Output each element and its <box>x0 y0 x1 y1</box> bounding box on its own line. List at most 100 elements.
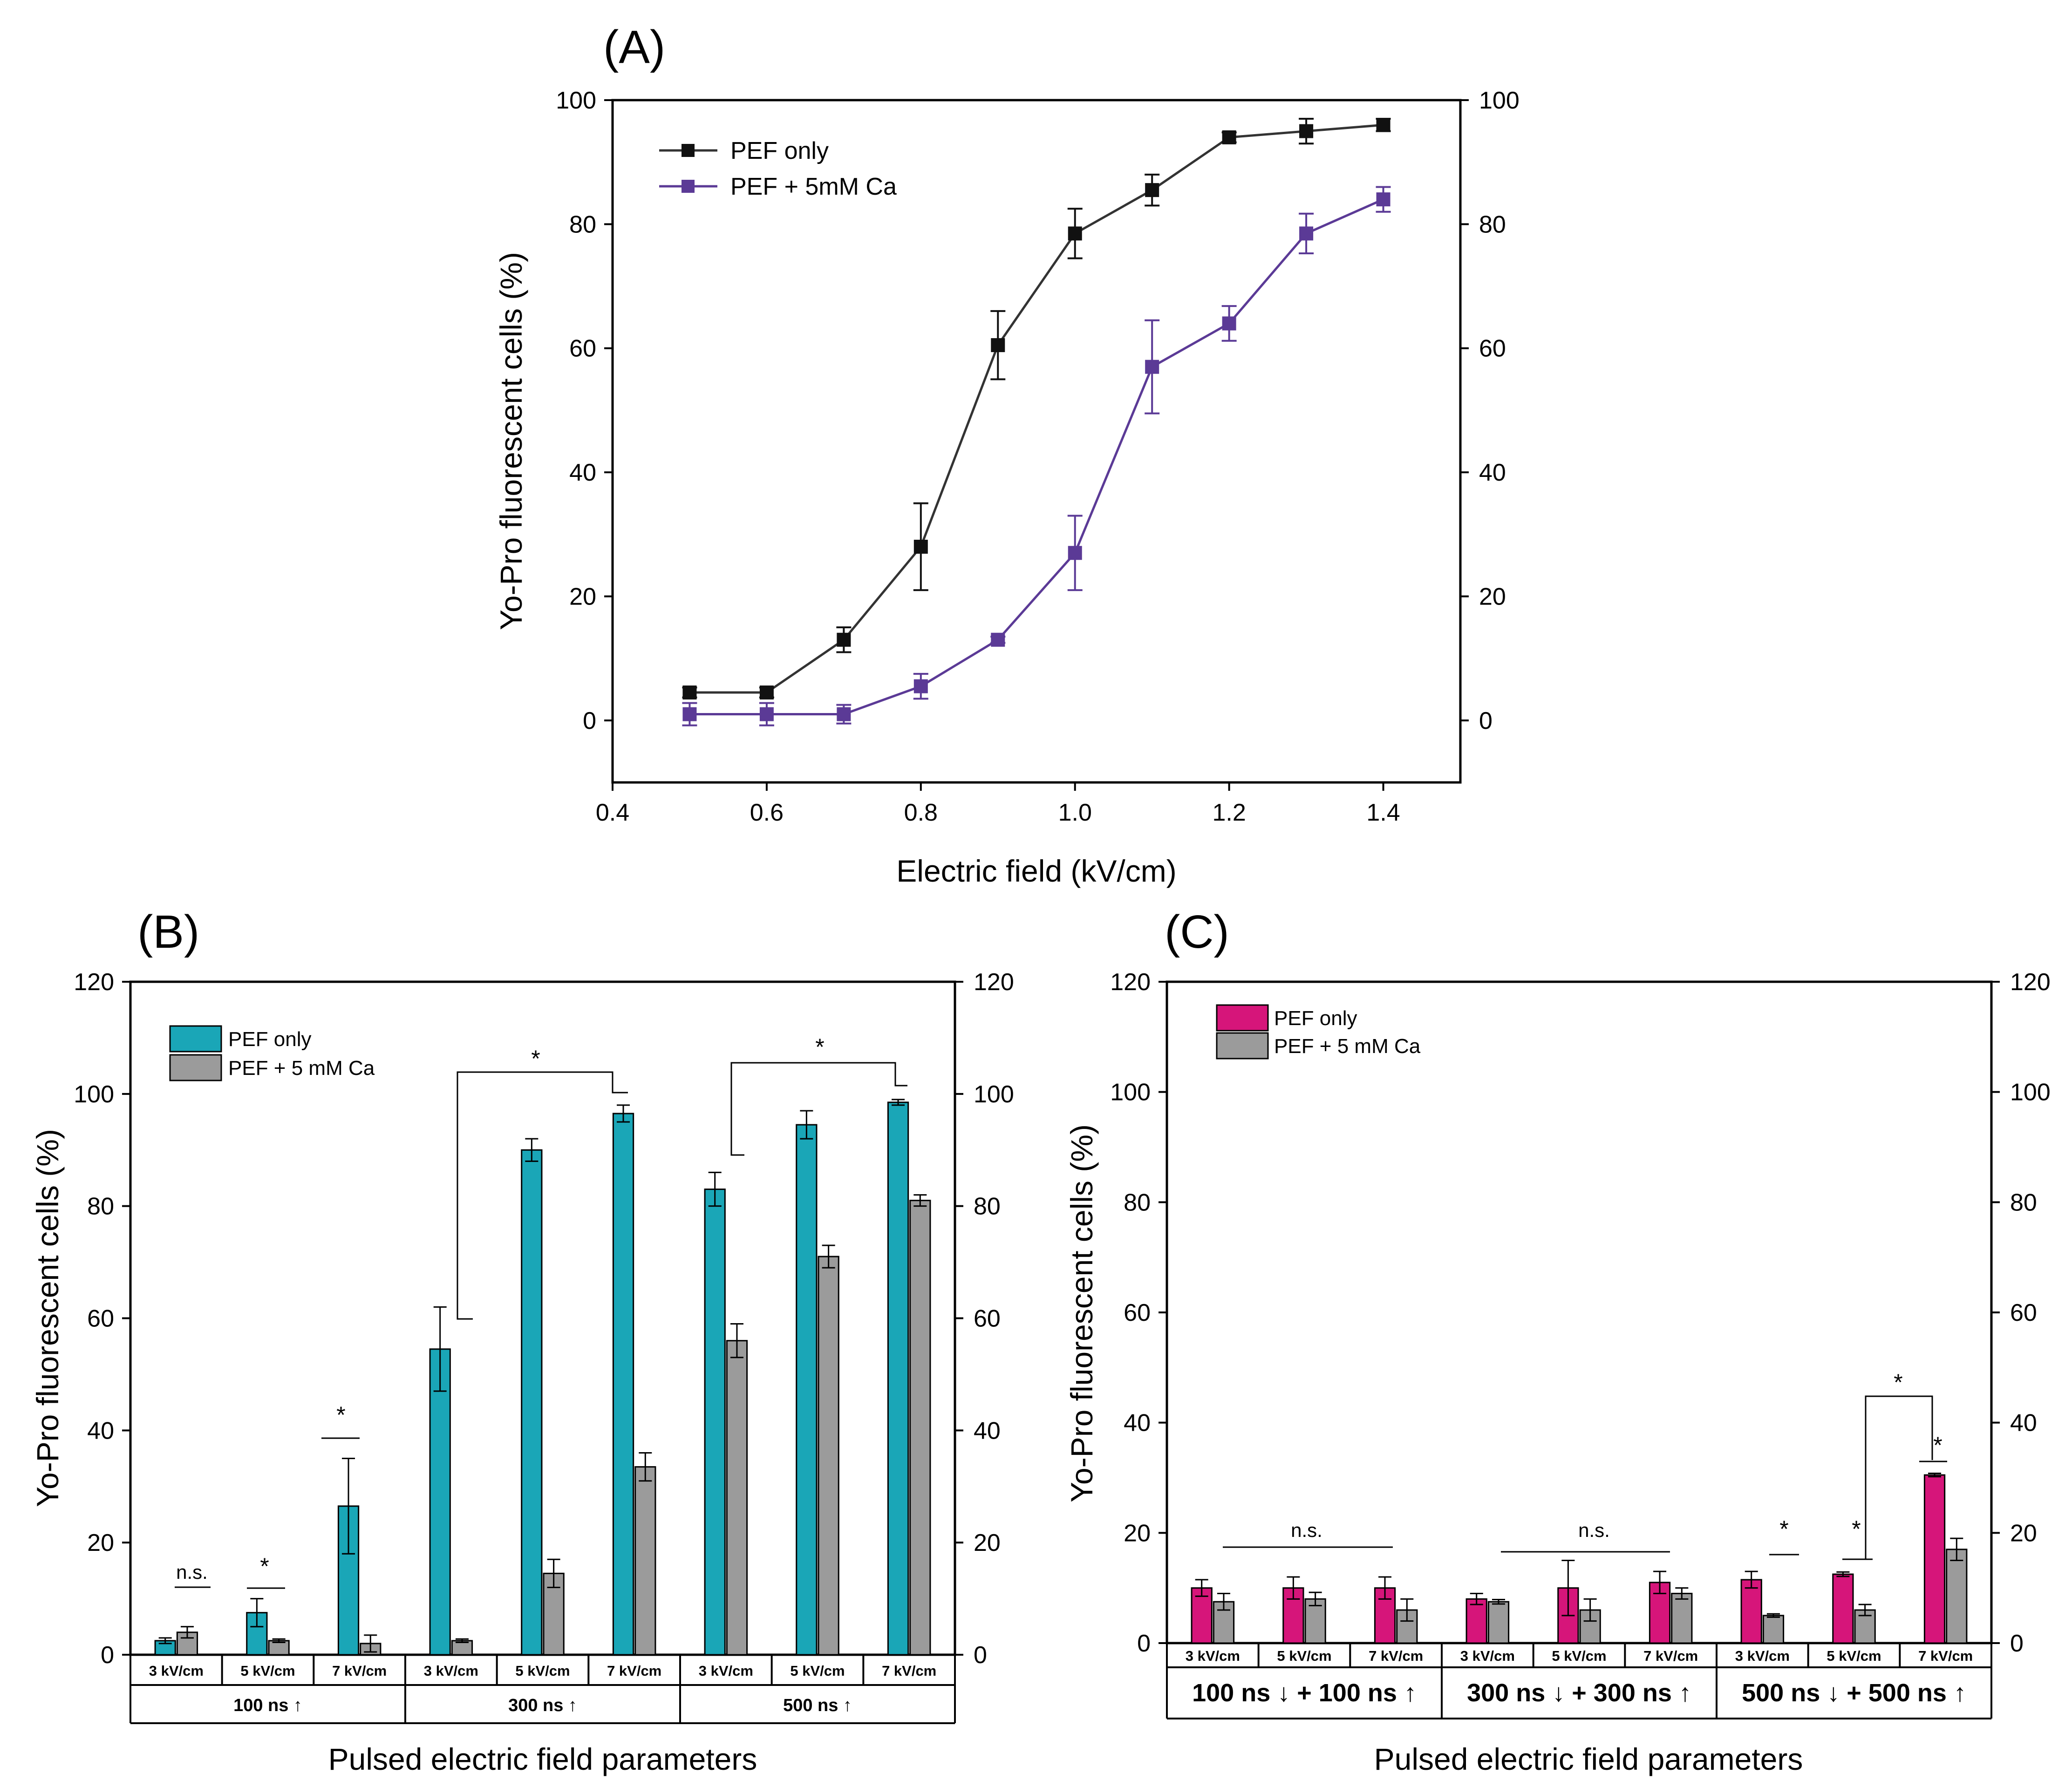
data-point <box>1299 124 1314 138</box>
category-label: 7 kV/cm <box>1643 1648 1698 1664</box>
category-label: 3 kV/cm <box>699 1663 753 1679</box>
y-tick-label-right: 100 <box>1479 87 1520 114</box>
legend-label-pef-only: PEF only <box>1274 1007 1357 1030</box>
group-label: 500 ns ↑ <box>783 1696 852 1715</box>
bar-pef-ca <box>1304 1598 1326 1644</box>
y-tick-label-right: 60 <box>2010 1299 2037 1326</box>
legend-label-pef-ca: PEF + 5mM Ca <box>730 173 897 200</box>
y-tick-label-right: 120 <box>974 969 1014 996</box>
category-label: 3 kV/cm <box>1735 1648 1790 1664</box>
category-label: 5 kV/cm <box>1277 1648 1331 1664</box>
bar-pef-ca <box>1946 1549 1968 1644</box>
panel-c-plot-frame <box>1166 980 1993 1644</box>
y-tick-label-left: 60 <box>569 335 596 362</box>
y-tick-label-right: 0 <box>1479 707 1493 734</box>
category-label: 7 kV/cm <box>332 1663 387 1679</box>
bar-pef-ca <box>634 1466 656 1656</box>
panel-b-label: (B) <box>137 906 199 958</box>
data-point <box>1068 226 1082 241</box>
y-tick-label-right: 60 <box>1479 335 1506 362</box>
legend-swatch-pef-only <box>1216 1004 1269 1032</box>
y-tick-label-right: 120 <box>2010 969 2051 996</box>
x-tick-label: 1.2 <box>1212 799 1246 826</box>
bar-pef-ca <box>909 1200 931 1656</box>
panel-b-ticks: 0 0 20 20 40 40 60 60 80 80 100 100 120 120 <box>74 969 1014 1669</box>
y-tick-label-right: 20 <box>2010 1520 2037 1547</box>
y-tick-label-left: 0 <box>583 707 596 734</box>
data-point <box>1145 360 1159 374</box>
panel-a-plot-frame <box>611 99 1462 784</box>
data-point <box>1376 192 1390 207</box>
panel-b-y-axis-title: Yo-Pro fluorescent cells (%) <box>30 1129 65 1507</box>
data-point <box>837 632 851 647</box>
legend-swatch-pef-only <box>169 1025 222 1053</box>
x-tick-label: 0.8 <box>904 799 938 826</box>
category-label: 5 kV/cm <box>240 1663 295 1679</box>
data-point <box>1068 546 1082 560</box>
sig-c-star-4: * <box>1933 1432 1942 1458</box>
sig-c-star-1: * <box>1779 1516 1788 1542</box>
bar-pef-ca <box>726 1340 748 1656</box>
group-label: 100 ns ↓ + 100 ns ↑ <box>1192 1679 1417 1707</box>
panel-c-y-axis-title: Yo-Pro fluorescent cells (%) <box>1064 1124 1099 1502</box>
panel-b-x-axis-title: Pulsed electric field parameters <box>328 1742 757 1776</box>
bar-pef-only <box>612 1113 634 1656</box>
category-label: 7 kV/cm <box>1369 1648 1423 1664</box>
bar-pef-only <box>796 1124 818 1656</box>
category-label: 3 kV/cm <box>1460 1648 1515 1664</box>
legend-label-pef-only: PEF only <box>730 137 829 164</box>
data-point <box>837 707 851 721</box>
series-line-pef-ca <box>689 198 1384 715</box>
panel-b-bars <box>154 1099 931 1656</box>
data-point <box>913 679 928 693</box>
panel-c-bars <box>1191 1473 1968 1644</box>
y-tick-label-right: 20 <box>974 1529 1001 1556</box>
y-tick-label-right: 60 <box>974 1305 1001 1332</box>
sig-b-star-4-bracket <box>730 1062 907 1156</box>
sig-c-star-3-bracket <box>1856 1395 1933 1560</box>
legend-swatch-pef-ca <box>1216 1032 1269 1060</box>
data-point <box>991 338 1005 353</box>
bar-pef-only <box>1832 1573 1854 1644</box>
y-tick-label-right: 100 <box>974 1081 1014 1108</box>
sig-b-star-2: * <box>336 1402 345 1428</box>
y-tick-label-right: 0 <box>974 1642 987 1669</box>
y-tick-label-left: 60 <box>1124 1299 1151 1326</box>
data-point <box>991 632 1005 647</box>
panel-b-table: 3 kV/cm 5 kV/cm 7 kV/cm 3 kV/cm 5 kV/cm 7 kV/… <box>149 1655 936 1723</box>
panel-b-legend: PEF only PEF + 5 mM Ca <box>169 1025 375 1081</box>
legend-marker-pef-only <box>682 144 695 157</box>
category-label: 3 kV/cm <box>424 1663 478 1679</box>
data-point <box>1222 130 1236 144</box>
y-tick-label-left: 100 <box>1110 1079 1151 1106</box>
category-label: 5 kV/cm <box>515 1663 570 1679</box>
y-tick-label-left: 80 <box>1124 1189 1151 1216</box>
bar-pef-ca <box>1671 1593 1693 1644</box>
category-label: 3 kV/cm <box>149 1663 204 1679</box>
y-tick-label-left: 0 <box>1137 1630 1151 1657</box>
y-tick-label-right: 40 <box>2010 1410 2037 1437</box>
legend-marker-pef-ca <box>682 180 695 193</box>
data-point <box>682 685 697 700</box>
panel-c-legend: PEF only PEF + 5 mM Ca <box>1216 1004 1421 1060</box>
y-tick-label-left: 80 <box>569 211 596 238</box>
category-label: 5 kV/cm <box>790 1663 845 1679</box>
panel-a-legend: PEF only PEF + 5mM Ca <box>659 137 897 200</box>
data-point <box>1222 316 1236 331</box>
bar-pef-ca <box>176 1631 198 1656</box>
panel-c-significance: n.s. n.s. * * * * <box>1223 1369 1947 1560</box>
y-tick-label-right: 100 <box>2010 1079 2051 1106</box>
bar-pef-only <box>1465 1598 1487 1644</box>
category-label: 7 kV/cm <box>882 1663 936 1679</box>
data-point <box>759 685 774 700</box>
bar-pef-only <box>1923 1474 1946 1644</box>
category-label: 7 kV/cm <box>1918 1648 1973 1664</box>
y-tick-label-left: 40 <box>87 1417 114 1444</box>
panel-c: (C) 0 0 20 20 40 40 60 60 80 80 100 100 120 120 3 kV/… <box>1064 906 2051 1776</box>
y-tick-label-left: 20 <box>87 1529 114 1556</box>
legend-label-pef-only: PEF only <box>228 1028 312 1051</box>
y-tick-label-left: 80 <box>87 1193 114 1220</box>
sig-b-star-4: * <box>815 1034 824 1060</box>
data-point <box>682 707 697 721</box>
y-tick-label-right: 40 <box>974 1417 1001 1444</box>
